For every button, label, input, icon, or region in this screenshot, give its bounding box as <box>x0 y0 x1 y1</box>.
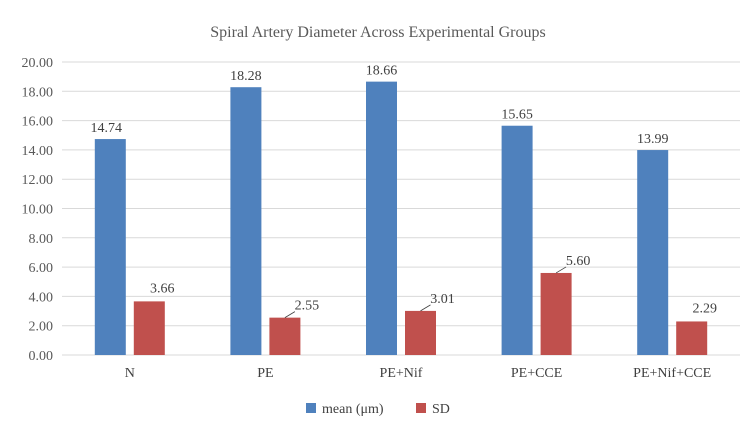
y-tick-label: 2.00 <box>29 320 54 335</box>
label-leader-line <box>555 266 567 274</box>
bar-mean-pe-nif <box>366 81 397 356</box>
x-axis-categories: N PE PE+Nif PE+CCE PE+Nif+CCE <box>125 366 711 381</box>
data-label-mean: 13.99 <box>637 132 669 147</box>
bar-sd-pe-nif <box>405 310 436 355</box>
bars <box>94 81 708 356</box>
legend-swatch-sd <box>416 403 426 413</box>
y-tick-label: 0.00 <box>29 349 54 364</box>
data-labels: 14.74 3.66 18.28 2.55 18.66 3.01 15.65 5.60 13.9… <box>91 64 717 318</box>
y-tick-label: 4.00 <box>29 290 54 305</box>
legend-label-mean: mean (μm) <box>322 402 384 417</box>
gridlines <box>62 61 740 356</box>
data-label-sd: 3.01 <box>430 292 455 307</box>
label-leader-line <box>284 311 296 318</box>
y-tick-label: 10.00 <box>22 203 54 218</box>
data-label-sd: 3.66 <box>150 281 175 296</box>
y-tick-label: 8.00 <box>29 232 54 247</box>
data-label-sd: 2.55 <box>295 299 320 314</box>
bar-mean-pe-nif-cce <box>637 150 669 355</box>
x-category-label: PE <box>257 366 273 381</box>
y-tick-label: 20.00 <box>22 56 54 71</box>
x-category-label: PE+CCE <box>511 366 562 381</box>
legend-label-sd: SD <box>432 402 450 417</box>
y-tick-label: 18.00 <box>22 85 54 100</box>
data-label-sd: 2.29 <box>692 301 717 316</box>
bar-mean-pe <box>230 87 262 355</box>
bar-sd-n <box>133 301 165 355</box>
bar-sd-pe-nif-cce <box>676 321 708 355</box>
x-category-label: PE+Nif <box>380 366 423 381</box>
data-label-mean: 14.74 <box>91 121 123 136</box>
bar-sd-pe-cce <box>540 272 572 355</box>
y-tick-label: 16.00 <box>22 115 54 130</box>
data-label-mean: 15.65 <box>501 108 533 123</box>
x-category-label: PE+Nif+CCE <box>633 366 711 381</box>
y-tick-label: 6.00 <box>29 261 54 276</box>
bar-mean-pe-cce <box>501 125 533 355</box>
y-axis-ticks: 0.00 2.00 4.00 6.00 8.00 10.00 12.00 14.00 16.00… <box>22 56 54 364</box>
bar-sd-pe <box>269 317 301 355</box>
data-label-sd: 5.60 <box>566 254 591 269</box>
bar-mean-n <box>94 139 126 355</box>
legend-swatch-mean <box>306 403 316 413</box>
y-tick-label: 12.00 <box>22 173 54 188</box>
legend: mean (μm) SD <box>306 402 450 417</box>
data-label-mean: 18.66 <box>366 64 398 79</box>
x-category-label: N <box>125 366 135 381</box>
y-tick-label: 14.00 <box>22 144 54 159</box>
label-leader-line <box>420 304 431 312</box>
data-label-mean: 18.28 <box>230 69 262 84</box>
chart-title: Spiral Artery Diameter Across Experiment… <box>210 24 545 41</box>
